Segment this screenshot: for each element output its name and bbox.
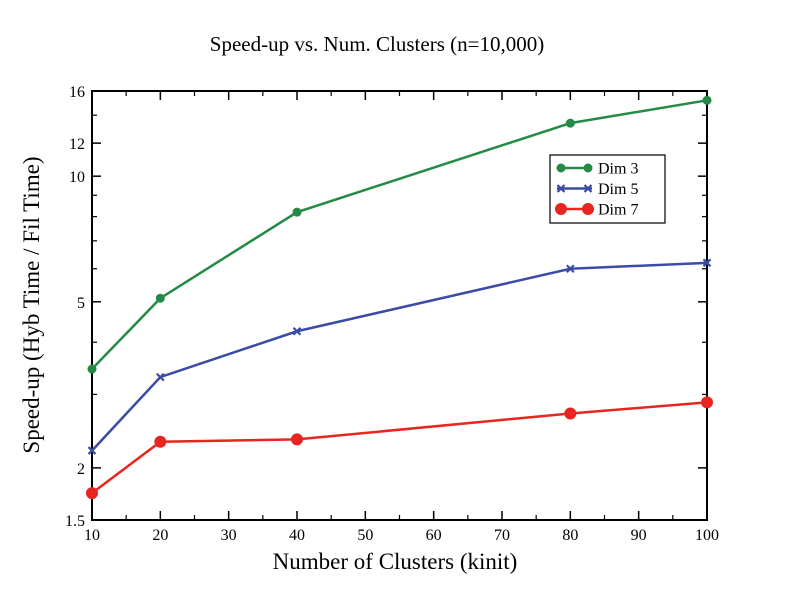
legend: Dim 3 Dim 5 Dim 7 xyxy=(549,154,666,224)
data-point-stroke xyxy=(566,264,575,274)
x-tick-label: 20 xyxy=(152,527,168,544)
y-axis: 1.5 2 5 10 12 16 xyxy=(65,84,707,530)
y-tick-label: 1.5 xyxy=(65,513,85,530)
legend-item: Dim 7 xyxy=(555,202,638,219)
x-axis: 10 20 30 40 50 60 70 80 90 100 xyxy=(84,91,719,544)
data-point xyxy=(292,326,302,336)
series-line xyxy=(91,401,708,495)
data-point-stroke xyxy=(702,258,712,268)
legend-item: Dim 3 xyxy=(556,161,638,178)
legend-marker-left xyxy=(556,163,566,173)
x-tick-label: 30 xyxy=(221,527,237,544)
data-point xyxy=(87,364,97,374)
data-point-stroke xyxy=(292,326,302,336)
data-point xyxy=(701,396,713,409)
x-axis-title: Number of Clusters (kinit) xyxy=(273,549,518,574)
y-axis-title: Speed-up (Hyb Time / Fil Time) xyxy=(19,156,44,453)
data-point xyxy=(566,264,575,274)
x-tick-label: 10 xyxy=(84,527,100,544)
series-dim-3 xyxy=(87,95,712,374)
data-point xyxy=(564,407,577,420)
x-tick-label: 80 xyxy=(562,527,578,544)
x-tick-label: 90 xyxy=(631,527,647,544)
legend-marker-left-stroke xyxy=(556,184,566,193)
series-line xyxy=(91,99,708,370)
x-tick-label: 40 xyxy=(289,527,305,544)
series-dim-5 xyxy=(87,258,712,455)
series-line xyxy=(91,261,708,452)
y-tick-label: 12 xyxy=(69,136,85,153)
y-tick-label: 10 xyxy=(69,169,85,186)
x-tick-label: 60 xyxy=(426,527,442,544)
data-point xyxy=(292,207,302,217)
y-tick-label: 5 xyxy=(77,295,85,312)
x-tick-label: 50 xyxy=(357,527,373,544)
legend-marker-right xyxy=(582,203,594,215)
data-point xyxy=(702,95,712,105)
y-tick-label: 16 xyxy=(69,84,85,101)
legend-label: Dim 7 xyxy=(598,202,638,219)
y-tick-label: 2 xyxy=(77,461,85,478)
legend-marker-right xyxy=(583,163,593,173)
x-tick-label: 70 xyxy=(494,527,510,544)
x-tick-label: 100 xyxy=(695,527,719,544)
legend-marker-right-stroke xyxy=(583,184,593,193)
legend-marker-left xyxy=(555,203,567,215)
series-layer xyxy=(86,95,713,500)
data-point xyxy=(565,118,575,128)
series-dim-7 xyxy=(86,396,713,500)
data-point xyxy=(154,435,167,448)
data-point-stroke xyxy=(156,372,165,382)
data-point xyxy=(702,258,712,268)
data-point xyxy=(87,446,97,455)
data-point xyxy=(155,293,165,303)
data-point-stroke xyxy=(87,446,97,455)
chart-title: Speed-up vs. Num. Clusters (n=10,000) xyxy=(210,32,544,56)
legend-item: Dim 5 xyxy=(556,181,638,198)
data-point xyxy=(86,487,98,500)
legend-label: Dim 5 xyxy=(598,181,638,198)
data-point xyxy=(156,372,165,382)
legend-marker-right xyxy=(583,184,593,193)
data-point xyxy=(291,433,303,446)
legend-label: Dim 3 xyxy=(598,161,638,178)
legend-marker-left xyxy=(556,184,566,193)
